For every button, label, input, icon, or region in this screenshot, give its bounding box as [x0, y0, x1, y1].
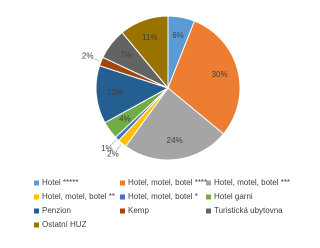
data-label: 11% [142, 33, 157, 42]
legend-label: Hotel, motel, botel *** [214, 178, 290, 187]
legend-swatch [120, 180, 125, 186]
data-label: 6% [172, 31, 184, 40]
legend-label: Ostatní HUZ [42, 220, 87, 229]
data-label: 7% [120, 50, 132, 59]
pie-slice [124, 87, 225, 161]
legend-swatch [206, 180, 211, 186]
data-label: 2% [82, 51, 94, 60]
data-label: 30% [212, 70, 228, 79]
legend-swatch [34, 194, 39, 200]
pie-slice [95, 65, 170, 124]
legend-label: Penzion [42, 206, 71, 215]
legend-label: Hotel ***** [42, 178, 78, 187]
data-label: 4% [119, 114, 131, 123]
legend-label: Turistická ubytovna [214, 206, 283, 215]
legend-swatch [120, 208, 125, 214]
legend-label: Kemp [128, 206, 149, 215]
leader-line [110, 139, 117, 146]
pie-slice [167, 20, 241, 135]
legend-swatch [206, 194, 211, 200]
pie-slice [121, 15, 169, 90]
data-label: 1% [101, 144, 113, 153]
legend-swatch [206, 208, 211, 214]
legend-swatch [34, 208, 39, 214]
leader-line [116, 144, 122, 151]
legend-label: Hotel, motel, botel * [128, 192, 198, 201]
legend-swatch [120, 194, 125, 200]
legend-label: Hotel garni [214, 192, 253, 201]
legend-label: Hotel, motel, botel ** [42, 192, 115, 201]
data-label: 2% [107, 150, 119, 159]
legend-swatch [34, 222, 39, 228]
leader-line [92, 58, 100, 62]
data-label: 13% [107, 88, 123, 97]
legend-label: Hotel, motel, botel **** [128, 178, 207, 187]
data-label: 24% [167, 136, 183, 145]
legend-swatch [34, 180, 39, 186]
